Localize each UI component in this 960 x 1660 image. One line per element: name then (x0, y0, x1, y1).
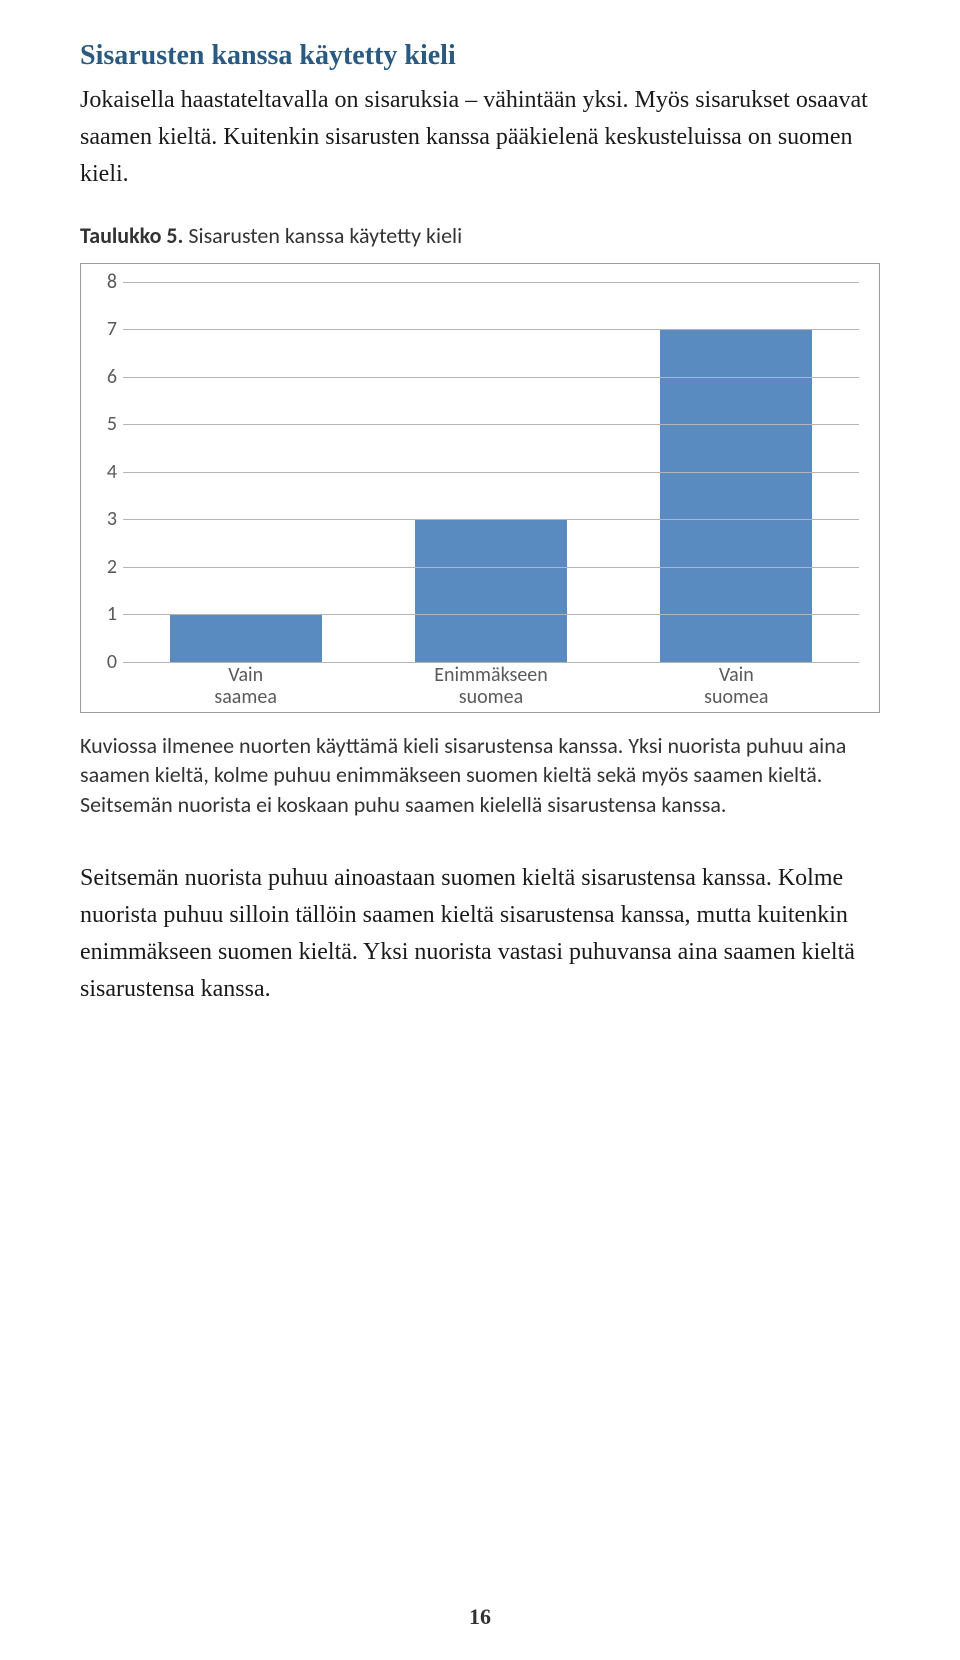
chart-ytick: 1 (97, 602, 117, 626)
chart-container: 012345678 VainsaameaEnimmäkseensuomeaVai… (80, 263, 880, 713)
chart-gridline (123, 519, 859, 520)
chart-ytick: 2 (97, 555, 117, 579)
chart-gridline (123, 567, 859, 568)
chart-caption-title: Sisarusten kanssa käytetty kieli (183, 222, 462, 249)
chart-ytick: 5 (97, 412, 117, 436)
chart-bar (415, 519, 567, 662)
chart-caption: Taulukko 5. Sisarusten kanssa käytetty k… (80, 222, 880, 249)
chart-gridline (123, 329, 859, 330)
chart-gridline (123, 282, 859, 283)
chart-plot: 012345678 (123, 282, 859, 662)
chart-ytick: 8 (97, 270, 117, 294)
chart-ytick: 6 (97, 365, 117, 389)
conclusion-paragraph: Seitsemän nuorista puhuu ainoastaan suom… (80, 860, 880, 1009)
page-number: 16 (0, 1604, 960, 1630)
chart-area: 012345678 VainsaameaEnimmäkseensuomeaVai… (123, 282, 859, 702)
intro-paragraph: Jokaisella haastateltavalla on sisaruksi… (80, 82, 880, 194)
chart-gridline (123, 424, 859, 425)
chart-xlabel: Enimmäkseensuomea (368, 662, 613, 702)
chart-ytick: 0 (97, 650, 117, 674)
chart-ytick: 7 (97, 317, 117, 341)
chart-gridline (123, 472, 859, 473)
chart-bar (170, 614, 322, 662)
chart-ytick: 4 (97, 460, 117, 484)
chart-xlabels: VainsaameaEnimmäkseensuomeaVainsuomea (123, 662, 859, 702)
chart-xlabel: Vainsaamea (123, 662, 368, 702)
chart-caption-label: Taulukko 5. (80, 222, 183, 249)
section-heading: Sisarusten kanssa käytetty kieli (80, 40, 880, 72)
chart-ytick: 3 (97, 507, 117, 531)
chart-bar (660, 329, 812, 662)
figure-description: Kuviossa ilmenee nuorten käyttämä kieli … (80, 731, 880, 820)
chart-gridline (123, 614, 859, 615)
chart-gridline (123, 377, 859, 378)
chart-xlabel: Vainsuomea (614, 662, 859, 702)
